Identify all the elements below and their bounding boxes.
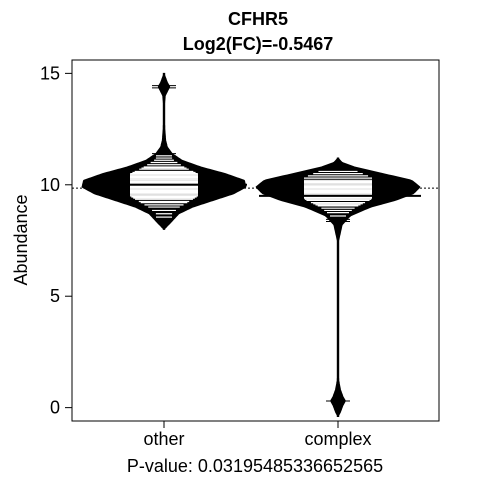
- x-tick-label: complex: [304, 429, 371, 449]
- chart-subtitle: Log2(FC)=-0.5467: [183, 34, 334, 54]
- x-axis-title: P-value: 0.0319548533665256​5: [127, 456, 383, 476]
- x-tick-label: other: [143, 429, 184, 449]
- y-tick-label: 0: [50, 398, 60, 418]
- bean-density-complex: [255, 157, 421, 417]
- bean-density-other: [81, 72, 247, 230]
- axes-layer: 0 5 10 15 other complex: [40, 63, 372, 449]
- chart-title: CFHR5: [228, 9, 288, 29]
- beans-layer: [72, 72, 439, 417]
- y-axis-title: Abundance: [11, 194, 31, 285]
- bean-complex: [255, 157, 421, 417]
- y-tick-label: 10: [40, 175, 60, 195]
- bean-other: [81, 72, 247, 230]
- plot-frame: [71, 59, 440, 422]
- y-tick-label: 5: [50, 286, 60, 306]
- y-tick-label: 15: [40, 63, 60, 83]
